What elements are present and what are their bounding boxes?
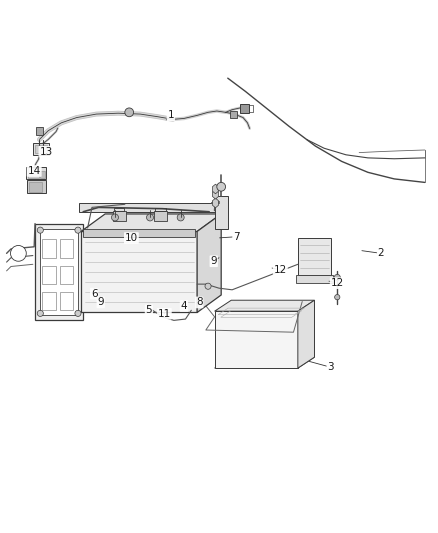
Bar [27,180,46,193]
Circle shape [205,283,211,289]
Bar [28,168,39,177]
Circle shape [11,246,26,261]
Polygon shape [81,214,221,231]
Polygon shape [154,211,167,221]
Polygon shape [60,239,73,258]
Circle shape [37,227,43,233]
Text: 14: 14 [28,166,41,176]
Circle shape [111,214,118,221]
Text: 7: 7 [233,232,240,242]
Text: 5: 5 [145,305,152,316]
Text: 3: 3 [327,362,334,372]
Text: 1: 1 [167,110,174,120]
Polygon shape [42,265,56,284]
Text: 9: 9 [210,256,217,266]
Text: 2: 2 [378,248,385,259]
Polygon shape [215,357,314,368]
Polygon shape [240,104,249,113]
Polygon shape [42,239,56,258]
Circle shape [75,227,81,233]
Polygon shape [79,203,223,212]
Polygon shape [35,223,83,320]
Polygon shape [296,275,333,283]
Bar [33,142,49,155]
Bar [26,167,46,179]
Text: 9: 9 [97,297,104,308]
Circle shape [177,214,184,221]
Polygon shape [212,189,219,199]
Polygon shape [215,311,298,368]
Circle shape [146,214,153,221]
Circle shape [125,108,134,117]
Text: 11: 11 [158,309,171,319]
Text: 13: 13 [39,147,53,157]
Bar [35,145,47,154]
Bar [29,182,42,191]
Polygon shape [212,184,219,194]
Polygon shape [83,229,195,237]
Polygon shape [230,110,237,118]
Circle shape [335,295,340,300]
Text: 8: 8 [196,297,203,308]
Polygon shape [215,197,228,229]
Circle shape [37,310,43,317]
Text: 12: 12 [274,265,287,275]
Polygon shape [197,214,221,312]
Polygon shape [298,300,314,368]
Polygon shape [40,229,78,314]
Polygon shape [113,211,126,221]
Circle shape [334,274,340,280]
Circle shape [75,310,81,317]
Text: 12: 12 [331,278,344,288]
Text: 6: 6 [91,289,98,298]
Polygon shape [298,238,331,275]
Bar [40,171,45,177]
Polygon shape [81,231,197,312]
Polygon shape [60,292,73,310]
Circle shape [217,182,226,191]
Text: 4: 4 [180,301,187,311]
Polygon shape [215,300,314,311]
Text: 10: 10 [125,233,138,243]
Polygon shape [42,292,56,310]
Polygon shape [60,265,73,284]
Polygon shape [212,198,219,208]
Polygon shape [36,127,43,135]
